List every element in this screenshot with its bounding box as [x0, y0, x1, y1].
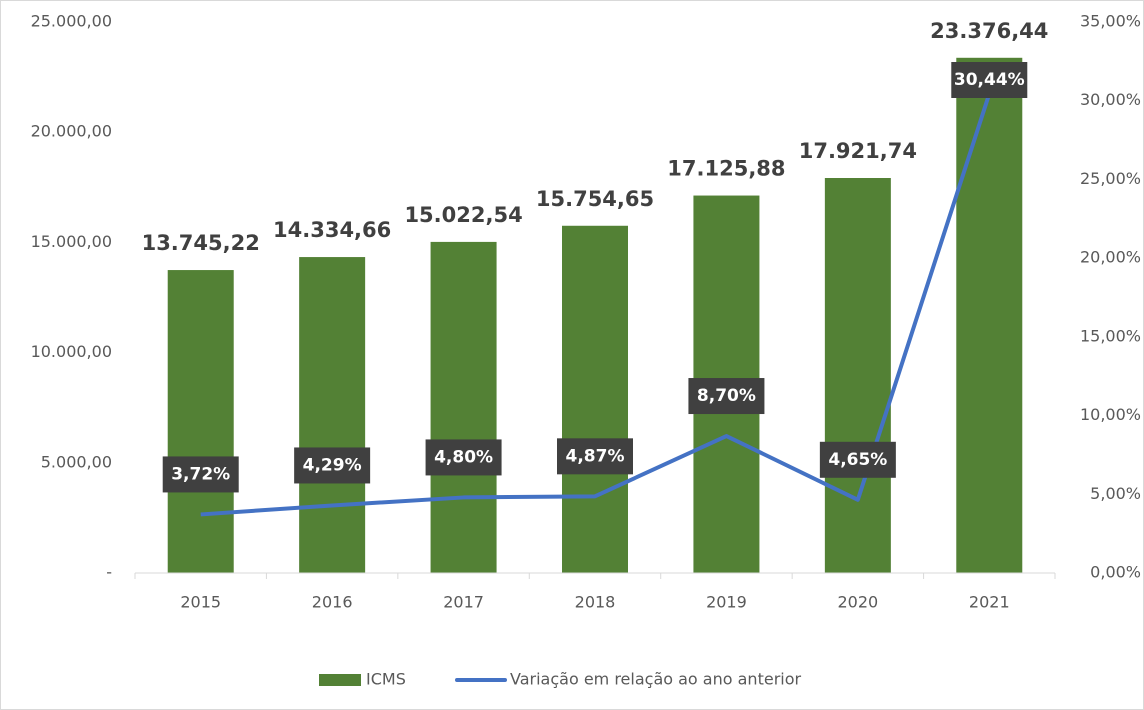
line-label-box — [819, 441, 896, 478]
x-tick-label: 2016 — [312, 593, 353, 612]
x-tick-label: 2018 — [575, 593, 616, 612]
x-tick-label: 2019 — [706, 593, 747, 612]
bar-value-label: 13.745,22 — [142, 231, 260, 255]
bar — [562, 225, 628, 573]
y-tick-label: 25.000,00 — [31, 12, 112, 31]
line-value-label: 4,87% — [566, 446, 625, 466]
bar-value-label: 15.754,65 — [536, 187, 654, 211]
y2-tick-label: 5,00% — [1090, 484, 1141, 503]
bar — [430, 241, 497, 574]
line-label-box — [425, 439, 502, 476]
bar-value-label: 15.022,54 — [404, 203, 522, 227]
y2-tick-label: 35,00% — [1080, 12, 1141, 31]
legend-label: ICMS — [366, 670, 406, 689]
bar — [824, 178, 891, 573]
legend-label: Variação em relação ao ano anterior — [510, 670, 802, 689]
y-tick-label: 20.000,00 — [31, 122, 112, 141]
line-value-label: 3,72% — [171, 464, 230, 484]
line-label-box — [162, 456, 239, 493]
y2-tick-label: 0,00% — [1090, 563, 1141, 582]
y-tick-label: 5.000,00 — [41, 452, 112, 471]
line-label-box — [557, 438, 633, 475]
y2-tick-label: 10,00% — [1080, 405, 1141, 424]
y2-tick-label: 25,00% — [1080, 169, 1141, 188]
x-tick-label: 2015 — [180, 593, 221, 612]
line-value-label: 8,70% — [697, 386, 756, 406]
x-tick-label: 2021 — [969, 593, 1010, 612]
line-label-box — [951, 62, 1028, 98]
bar — [167, 270, 234, 573]
bar-value-label: 17.125,88 — [667, 157, 785, 181]
line — [200, 93, 992, 517]
line-value-label: 4,29% — [303, 455, 362, 475]
x-tick-label: 2020 — [837, 593, 878, 612]
bar — [299, 257, 366, 573]
bar-value-label: 17.921,74 — [799, 139, 917, 163]
x-tick-label: 2017 — [443, 593, 484, 612]
y-tick-label: 15.000,00 — [31, 232, 112, 251]
line-label-box — [294, 447, 371, 484]
line-label-box — [688, 378, 765, 415]
bar-value-label: 14.334,66 — [273, 218, 391, 242]
line-value-label: 4,65% — [828, 450, 887, 470]
bar-value-label: 23.376,44 — [930, 19, 1048, 43]
bar — [956, 57, 1023, 573]
y-tick-label: - — [106, 563, 112, 582]
y-tick-label: 10.000,00 — [31, 342, 112, 361]
y2-tick-label: 30,00% — [1080, 90, 1141, 109]
y2-tick-label: 15,00% — [1080, 326, 1141, 345]
line-value-label: 30,44% — [954, 70, 1025, 90]
legend-swatch — [319, 674, 361, 686]
y2-tick-label: 20,00% — [1080, 248, 1141, 267]
line-value-label: 4,80% — [434, 447, 493, 467]
